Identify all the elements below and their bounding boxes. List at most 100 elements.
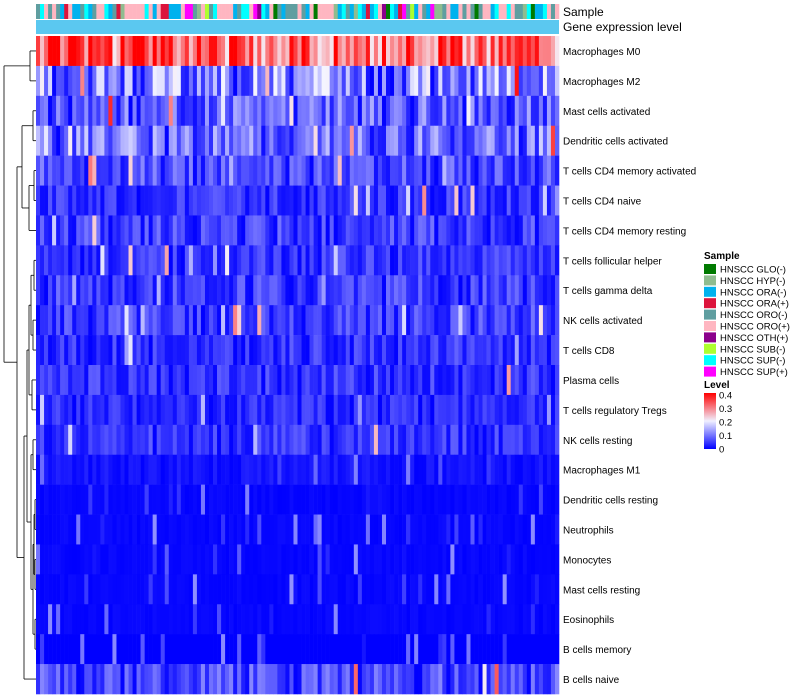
heatmap-cell bbox=[64, 484, 69, 515]
heatmap-cell bbox=[321, 36, 326, 67]
heatmap-cell bbox=[450, 574, 455, 605]
heatmap-cell bbox=[64, 544, 69, 575]
heatmap-cell bbox=[200, 275, 206, 306]
heatmap-cell bbox=[208, 424, 214, 456]
heatmap-cell bbox=[297, 245, 302, 276]
heatmap-cell bbox=[418, 36, 423, 67]
heatmap-cell bbox=[538, 365, 544, 396]
heatmap-cell bbox=[76, 604, 81, 635]
heatmap-cell bbox=[329, 215, 334, 246]
heatmap-cell bbox=[152, 454, 157, 485]
heatmap-cell bbox=[357, 95, 363, 127]
heatmap-cell bbox=[64, 155, 69, 186]
heatmap-cell bbox=[116, 394, 121, 426]
heatmap-cell bbox=[386, 634, 391, 665]
heatmap-cell bbox=[426, 125, 431, 156]
heatmap-cell bbox=[112, 365, 117, 396]
heatmap-cell bbox=[100, 65, 105, 97]
heatmap-cell bbox=[44, 484, 49, 515]
heatmap-cell bbox=[297, 664, 302, 695]
heatmap-cell bbox=[112, 95, 117, 127]
heatmap-cell bbox=[48, 424, 53, 456]
heatmap-cell bbox=[289, 125, 294, 156]
heatmap-cell bbox=[494, 305, 499, 336]
heatmap-cell bbox=[418, 484, 423, 515]
heatmap-cell bbox=[208, 305, 214, 336]
sample-annotation-cell bbox=[245, 4, 250, 19]
heatmap-cell bbox=[56, 185, 61, 216]
heatmap-cell bbox=[301, 125, 306, 156]
heatmap-cell bbox=[474, 514, 479, 545]
heatmap-cell bbox=[305, 335, 310, 366]
heatmap-cell bbox=[357, 394, 363, 426]
heatmap-cell bbox=[526, 634, 532, 665]
heatmap-cell bbox=[180, 335, 186, 366]
heatmap-cell bbox=[394, 454, 399, 485]
heatmap-cell bbox=[386, 335, 391, 366]
heatmap-cell bbox=[180, 65, 186, 97]
heatmap-cell bbox=[365, 185, 371, 216]
heatmap-cell bbox=[293, 215, 298, 246]
heatmap-cell bbox=[317, 245, 322, 276]
heatmap-cell bbox=[313, 245, 318, 276]
heatmap-cell bbox=[482, 544, 487, 575]
heatmap-cell bbox=[196, 215, 202, 246]
heatmap-cell bbox=[321, 454, 326, 485]
sample-annotation-cell bbox=[361, 4, 367, 19]
heatmap-cell bbox=[426, 574, 431, 605]
heatmap-cell bbox=[92, 36, 97, 67]
heatmap-cell bbox=[365, 275, 371, 306]
heatmap-cell bbox=[353, 514, 359, 545]
heatmap-cell bbox=[293, 185, 298, 216]
heatmap-cell bbox=[337, 65, 343, 97]
heatmap-cell bbox=[410, 335, 415, 366]
heatmap-cell bbox=[200, 305, 206, 336]
heatmap-cell bbox=[418, 185, 423, 216]
heatmap-cell bbox=[466, 36, 471, 67]
heatmap-cell bbox=[229, 335, 234, 366]
heatmap-cell bbox=[478, 335, 483, 366]
heatmap-cell bbox=[534, 574, 540, 605]
heatmap-cell bbox=[357, 65, 363, 97]
heatmap-cell bbox=[514, 454, 520, 485]
heatmap-cell bbox=[434, 574, 439, 605]
heatmap-cell bbox=[257, 634, 262, 665]
heatmap-cell bbox=[526, 245, 532, 276]
heatmap-cell bbox=[132, 664, 137, 695]
heatmap-cell bbox=[466, 664, 471, 695]
heatmap-cell bbox=[144, 185, 149, 216]
heatmap-cell bbox=[422, 394, 427, 426]
heatmap-cell bbox=[96, 275, 101, 306]
heatmap-cell bbox=[48, 574, 53, 605]
heatmap-cell bbox=[506, 544, 512, 575]
heatmap-cell bbox=[56, 95, 61, 127]
heatmap-cell bbox=[76, 484, 81, 515]
heatmap-cell bbox=[148, 394, 153, 426]
heatmap-cell bbox=[538, 604, 544, 635]
heatmap-cell bbox=[112, 215, 117, 246]
heatmap-cell bbox=[534, 664, 540, 695]
heatmap-cell bbox=[168, 365, 174, 396]
heatmap-cell bbox=[273, 424, 278, 456]
heatmap-cell bbox=[474, 484, 479, 515]
heatmap-cell bbox=[293, 335, 298, 366]
heatmap-cell bbox=[442, 424, 447, 456]
heatmap-cell bbox=[373, 424, 379, 456]
heatmap-cell bbox=[172, 155, 178, 186]
heatmap-cell bbox=[257, 65, 262, 97]
heatmap-cell bbox=[160, 484, 166, 515]
heatmap-cell bbox=[317, 664, 322, 695]
heatmap-cell bbox=[128, 305, 133, 336]
heatmap-cell bbox=[494, 544, 499, 575]
heatmap-cell bbox=[92, 634, 97, 665]
heatmap-cell bbox=[80, 424, 85, 456]
heatmap-cell bbox=[321, 664, 326, 695]
heatmap-cell bbox=[313, 634, 318, 665]
heatmap-cell bbox=[100, 125, 105, 156]
heatmap-cell bbox=[353, 95, 359, 127]
sample-annotation-cell bbox=[253, 4, 258, 19]
heatmap-cell bbox=[204, 215, 210, 246]
heatmap-cell bbox=[273, 604, 278, 635]
heatmap-cell bbox=[128, 185, 133, 216]
heatmap-cell bbox=[241, 95, 246, 127]
